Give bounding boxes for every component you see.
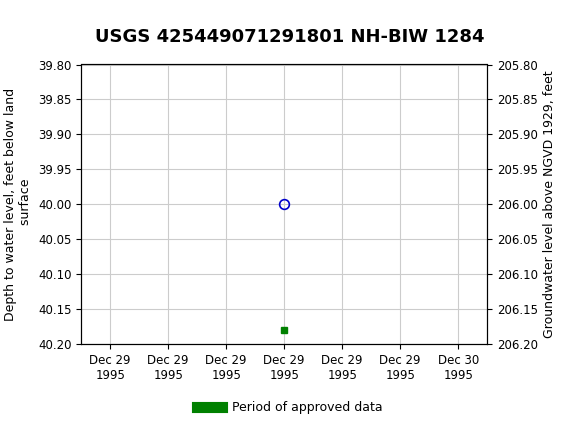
- Legend: Period of approved data: Period of approved data: [192, 396, 388, 419]
- Text: ≡USGS: ≡USGS: [9, 9, 96, 29]
- Y-axis label: Groundwater level above NGVD 1929, feet: Groundwater level above NGVD 1929, feet: [543, 71, 556, 338]
- Y-axis label: Depth to water level, feet below land
 surface: Depth to water level, feet below land su…: [5, 88, 32, 321]
- Text: USGS 425449071291801 NH-BIW 1284: USGS 425449071291801 NH-BIW 1284: [95, 28, 485, 46]
